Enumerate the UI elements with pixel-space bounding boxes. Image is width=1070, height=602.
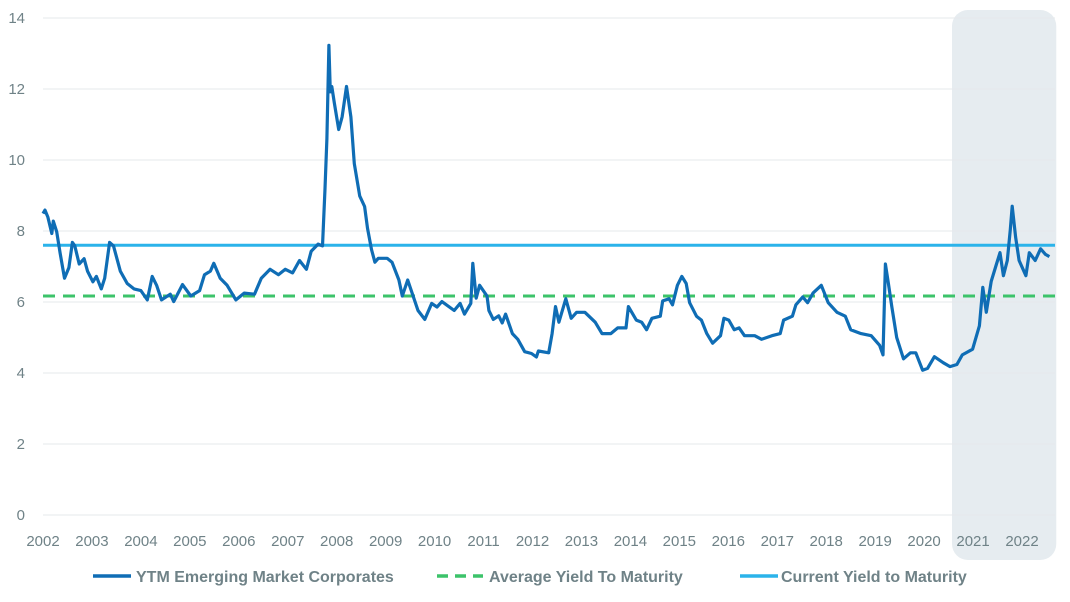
grid bbox=[43, 17, 1055, 516]
y-tick-label: 8 bbox=[17, 223, 25, 240]
legend: YTM Emerging Market Corporates Average Y… bbox=[93, 569, 967, 586]
x-tick-label: 2019 bbox=[858, 533, 891, 550]
x-tick-label: 2002 bbox=[26, 533, 59, 550]
y-tick-label: 14 bbox=[8, 10, 25, 27]
y-tick-label: 6 bbox=[17, 294, 25, 311]
y-tick-label: 12 bbox=[8, 81, 25, 98]
x-tick-label: 2011 bbox=[467, 533, 499, 550]
x-tick-label: 2015 bbox=[663, 533, 696, 550]
series bbox=[41, 43, 1055, 372]
x-tick-label: 2003 bbox=[75, 533, 108, 550]
y-tick-label: 0 bbox=[17, 507, 25, 524]
x-tick-label: 2006 bbox=[222, 533, 255, 550]
y-tick-label: 2 bbox=[17, 436, 25, 453]
highlight-region bbox=[952, 10, 1057, 560]
x-tick-label: 2018 bbox=[810, 533, 843, 550]
legend-label-ytm: YTM Emerging Market Corporates bbox=[136, 569, 394, 586]
y-tick-label: 4 bbox=[17, 365, 25, 382]
legend-label-average: Average Yield To Maturity bbox=[489, 569, 683, 586]
x-tick-label: 2004 bbox=[124, 533, 157, 550]
ytm-series-line bbox=[41, 43, 1051, 372]
x-tick-label: 2008 bbox=[320, 533, 353, 550]
x-tick-label: 2007 bbox=[271, 533, 304, 550]
x-tick-label: 2005 bbox=[173, 533, 206, 550]
x-tick-label: 2020 bbox=[907, 533, 940, 550]
y-tick-label: 10 bbox=[8, 152, 25, 169]
x-tick-label: 2013 bbox=[565, 533, 598, 550]
x-tick-label: 2016 bbox=[712, 533, 745, 550]
x-tick-label: 2014 bbox=[614, 533, 647, 550]
y-axis-ticks: 0 2 4 6 8 10 12 14 bbox=[8, 10, 25, 524]
x-tick-label: 2012 bbox=[516, 533, 549, 550]
x-axis-ticks: 2002 2003 2004 2005 2006 2007 2008 2009 2010 2011… bbox=[26, 533, 1038, 550]
x-tick-label: 2022 bbox=[1005, 533, 1038, 550]
x-tick-label: 2010 bbox=[418, 533, 451, 550]
x-tick-label: 2017 bbox=[761, 533, 794, 550]
highlight-band bbox=[952, 10, 1057, 560]
x-tick-label: 2009 bbox=[369, 533, 402, 550]
legend-label-current: Current Yield to Maturity bbox=[781, 569, 967, 586]
x-tick-label: 2021 bbox=[956, 533, 989, 550]
